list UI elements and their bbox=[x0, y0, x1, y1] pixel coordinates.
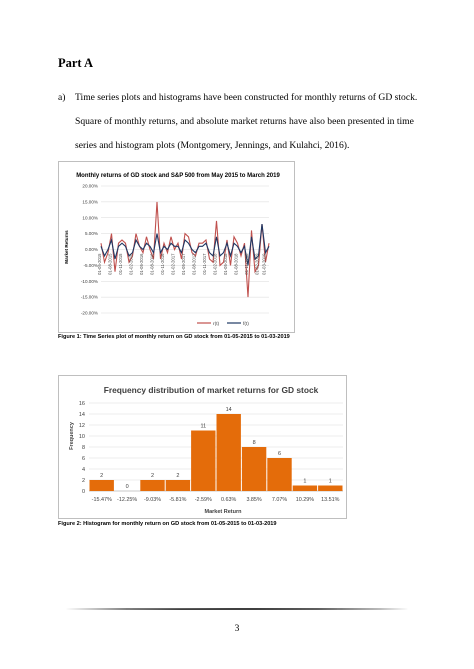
footer-rule bbox=[65, 608, 409, 610]
list-marker: a) bbox=[58, 92, 66, 103]
series-ft-line bbox=[100, 224, 270, 266]
histogram-bar bbox=[267, 458, 292, 491]
x-tick-label: 01-02-2016 bbox=[129, 253, 134, 275]
y-tick-label: 0 bbox=[82, 489, 85, 495]
x-tick-label: 13.51% bbox=[321, 497, 339, 503]
y-tick-label: 10 bbox=[79, 434, 85, 440]
x-tick-label: -15.47% bbox=[92, 497, 112, 503]
histogram-bar bbox=[140, 480, 165, 491]
x-tick-label: -12.25% bbox=[117, 497, 137, 503]
data-label: 0 bbox=[126, 484, 129, 490]
y-tick-label: 10.00% bbox=[82, 215, 98, 220]
y-tick-label: 12 bbox=[79, 423, 85, 429]
x-tick-label: 01-05-2016 bbox=[139, 253, 144, 275]
chart-title: Monthly returns of GD stock and S&P 500 … bbox=[76, 173, 280, 179]
x-tick-label: 0.63% bbox=[221, 497, 236, 503]
x-tick-label: 01-05-2017 bbox=[181, 253, 186, 275]
histogram-bar bbox=[89, 480, 114, 491]
y-tick-label: 20.00% bbox=[82, 184, 98, 189]
y-tick-label: 2 bbox=[82, 478, 85, 484]
x-tick-label: 01-02-2018 bbox=[213, 253, 218, 275]
y-tick-label: 8 bbox=[82, 445, 85, 451]
paragraph: a) Time series plots and histograms have… bbox=[58, 86, 420, 158]
data-label: 2 bbox=[100, 473, 103, 479]
data-label: 11 bbox=[200, 424, 206, 430]
y-tick-label: 14 bbox=[79, 412, 85, 418]
histogram-bar bbox=[292, 485, 318, 491]
y-tick-label: 5.00% bbox=[85, 231, 98, 236]
time-series-chart: Monthly returns of GD stock and S&P 500 … bbox=[58, 161, 295, 333]
x-tick-label: 01-11-2017 bbox=[202, 253, 207, 275]
y-axis-label: Market Returns bbox=[64, 230, 69, 264]
histogram-chart: Frequency distribution of market returns… bbox=[58, 375, 347, 519]
time-series-chart-svg: Monthly returns of GD stock and S&P 500 … bbox=[64, 173, 280, 327]
x-tick-label: 01-03-2019 bbox=[262, 253, 267, 275]
data-label: 8 bbox=[253, 440, 256, 446]
data-label: 1 bbox=[329, 479, 332, 485]
y-tick-label: -5.00% bbox=[83, 263, 98, 268]
figure1-caption: Figure 1: Time Series plot of monthly re… bbox=[58, 334, 290, 340]
histogram-bar bbox=[216, 414, 241, 491]
legend-rt-label: r(t) bbox=[213, 321, 220, 327]
y-tick-label: -10.00% bbox=[81, 279, 98, 284]
y-tick-label: 0.00% bbox=[85, 247, 98, 252]
histogram-bar bbox=[318, 485, 343, 491]
x-tick-label: 01-08-2015 bbox=[108, 253, 113, 275]
histogram-bar bbox=[191, 430, 216, 491]
histogram-chart-svg: Frequency distribution of market returns… bbox=[69, 385, 343, 515]
x-tick-label: 7.07% bbox=[272, 497, 287, 503]
x-tick-label: 01-11-2018 bbox=[244, 253, 249, 275]
y-tick-label: 4 bbox=[82, 467, 85, 473]
y-tick-label: 16 bbox=[79, 401, 85, 407]
chart-title: Frequency distribution of market returns… bbox=[104, 385, 319, 395]
x-tick-label: -5.81% bbox=[169, 497, 186, 503]
x-tick-label: -2.59% bbox=[195, 497, 212, 503]
x-tick-label: 10.29% bbox=[296, 497, 314, 503]
data-label: 1 bbox=[303, 479, 306, 485]
x-tick-label: 01-08-2017 bbox=[192, 253, 197, 275]
x-tick-label: 01-02-2019 bbox=[255, 253, 260, 275]
series-rt-line bbox=[100, 201, 270, 298]
page-number: 3 bbox=[234, 624, 240, 634]
x-tick-label: 01-11-2015 bbox=[118, 253, 123, 275]
y-tick-label: 6 bbox=[82, 456, 85, 462]
histogram-bar bbox=[165, 480, 191, 491]
legend-ft-label: f(t) bbox=[243, 321, 249, 327]
figure2-caption: Figure 2: Histogram for monthly return o… bbox=[58, 521, 277, 527]
data-label: 2 bbox=[151, 473, 154, 479]
x-axis-label: Market Return bbox=[205, 509, 243, 515]
x-tick-label: 3.85% bbox=[246, 497, 261, 503]
x-tick-label: 01-08-2016 bbox=[150, 253, 155, 275]
y-axis-label: Frequency bbox=[69, 421, 75, 450]
data-label: 2 bbox=[176, 473, 179, 479]
x-tick-label: 01-05-2015 bbox=[97, 253, 102, 275]
x-tick-label: 01-11-2016 bbox=[160, 253, 165, 275]
histogram-bar bbox=[241, 447, 267, 491]
y-tick-label: -15.00% bbox=[81, 295, 98, 300]
section-heading: Part A bbox=[58, 56, 94, 70]
data-label: 14 bbox=[226, 407, 232, 413]
x-tick-label: 01-08-2018 bbox=[234, 253, 239, 275]
data-label: 6 bbox=[278, 451, 281, 457]
x-tick-label: -9.03% bbox=[144, 497, 161, 503]
y-tick-label: 15.00% bbox=[82, 199, 98, 204]
paragraph-text: Time series plots and histograms have be… bbox=[75, 92, 418, 151]
y-tick-label: -20.00% bbox=[81, 311, 98, 316]
x-tick-label: 01-02-2017 bbox=[171, 253, 176, 275]
x-tick-label: 01-05-2018 bbox=[223, 253, 228, 275]
